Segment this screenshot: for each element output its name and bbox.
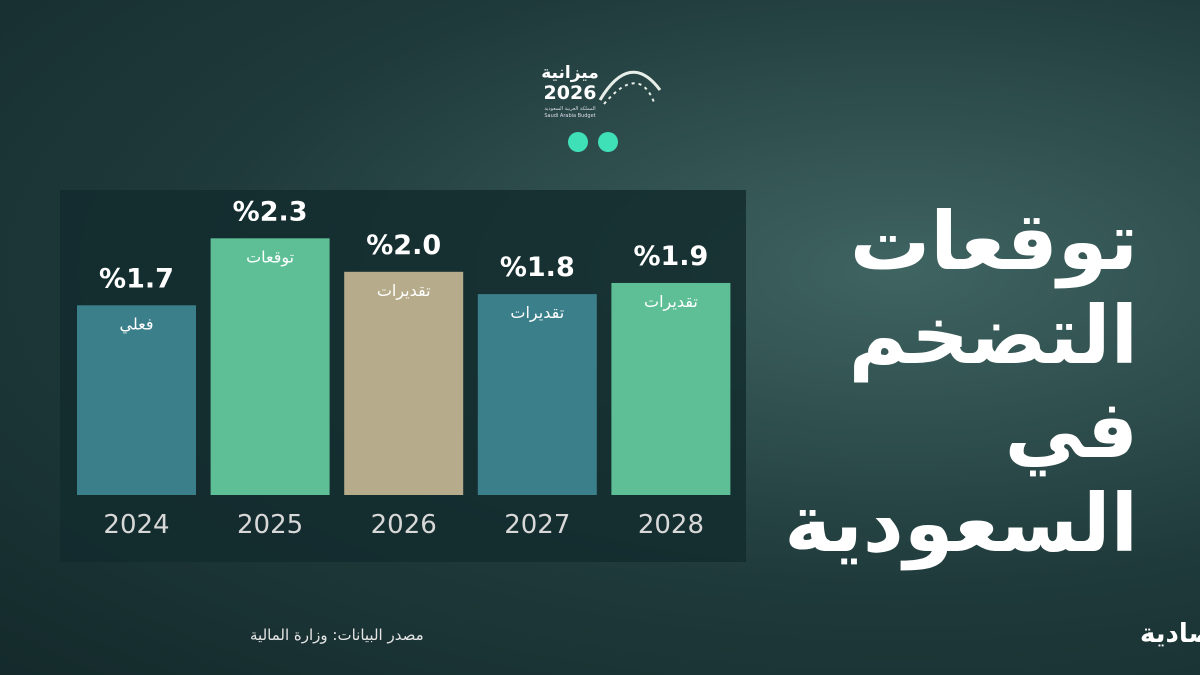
logo-arc bbox=[598, 70, 662, 101]
bar bbox=[210, 238, 330, 495]
bar-note: تقديرات bbox=[377, 281, 431, 301]
bar bbox=[477, 294, 597, 495]
value-label: %1.8 bbox=[500, 252, 575, 283]
dot bbox=[568, 132, 588, 152]
value-label: %2.3 bbox=[233, 196, 308, 227]
bar-note: فعلي bbox=[120, 314, 154, 334]
title-line: التضخم bbox=[848, 289, 1138, 382]
logo-line: المملكة العربية السعودية bbox=[544, 106, 595, 112]
dot bbox=[598, 132, 618, 152]
title-line: في bbox=[1004, 383, 1138, 476]
x-tick-label: 2025 bbox=[237, 510, 303, 540]
budget-logo: ميزانية 2026 المملكة العربية السعودية Sa… bbox=[541, 63, 662, 119]
bar-note: توقعات bbox=[246, 247, 294, 267]
bar bbox=[77, 305, 196, 495]
title-line: السعودية bbox=[784, 477, 1138, 570]
x-tick-label: 2024 bbox=[103, 510, 169, 540]
bar-note: تقديرات bbox=[644, 292, 698, 312]
x-tick-label: 2027 bbox=[504, 510, 570, 540]
logo-year: 2026 bbox=[544, 82, 597, 104]
source: مصدر البيانات: وزارة المالية bbox=[250, 626, 424, 644]
value-label: %1.7 bbox=[99, 263, 174, 294]
logo-arc bbox=[603, 82, 656, 106]
bar-note: تقديرات bbox=[510, 303, 564, 323]
x-tick-label: 2026 bbox=[371, 510, 437, 540]
x-tick-label: 2028 bbox=[638, 510, 704, 540]
logo-word: ميزانية bbox=[541, 63, 599, 83]
title: توقعات التضخم في السعودية bbox=[784, 195, 1138, 571]
bar bbox=[611, 282, 731, 495]
value-label: %1.9 bbox=[633, 241, 708, 272]
bar bbox=[344, 271, 464, 495]
publisher-logo: الاقتصادية bbox=[1140, 619, 1200, 649]
value-label: %2.0 bbox=[366, 230, 441, 261]
title-line: توقعات bbox=[849, 195, 1138, 288]
logo-line: Saudi Arabia Budget bbox=[544, 113, 595, 119]
